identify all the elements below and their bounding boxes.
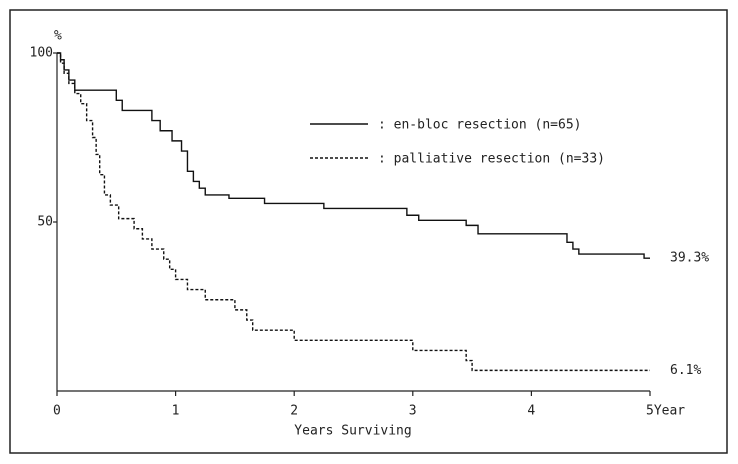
end-label: 6.1% — [670, 363, 701, 378]
x-tick-label: 0 — [53, 404, 61, 419]
x-tick-label: 2 — [290, 404, 298, 419]
end-label: 39.3% — [670, 251, 709, 266]
frame — [9, 9, 728, 454]
x-tick-label: 1 — [172, 404, 180, 419]
y-tick-label: 50 — [37, 215, 53, 230]
y-tick-label: 100 — [30, 46, 53, 61]
survival-curve — [57, 52, 650, 259]
x-axis-label: Years Surviving — [294, 424, 411, 439]
y-unit: % — [54, 29, 62, 44]
survival-curve — [57, 52, 650, 372]
legend-label: : palliative resection (n=33) — [378, 152, 605, 167]
x-tick-label: 5Year — [646, 404, 685, 419]
legend-label: : en-bloc resection (n=65) — [378, 118, 582, 133]
x-tick-label: 3 — [409, 404, 417, 419]
x-tick-label: 4 — [527, 404, 535, 419]
